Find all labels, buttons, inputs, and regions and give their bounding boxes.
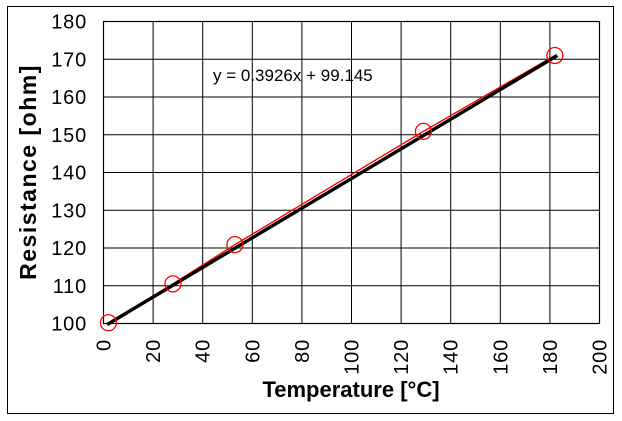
data-point-marker [226, 235, 244, 254]
data-point-marker [414, 122, 433, 141]
trendline [106, 54, 559, 326]
x-tick-label-20: 20 [143, 339, 165, 363]
y-tick-label-180: 180 [51, 12, 87, 34]
y-axis-tick-labels: 100 110 120 130 140 150 160 170 180 [51, 12, 87, 336]
data-point-marker [99, 314, 118, 332]
y-tick-label-150: 150 [51, 125, 87, 147]
y-tick-label-100: 100 [51, 314, 87, 336]
y-axis-title: Resistance [ohm] [15, 64, 41, 280]
y-tick-label-130: 130 [51, 200, 87, 222]
y-tick-label-110: 110 [53, 276, 87, 298]
x-tick-label-120: 120 [391, 339, 413, 375]
x-tick-label-0: 0 [94, 339, 116, 351]
x-tick-label-40: 40 [193, 339, 215, 363]
x-tick-label-200: 200 [590, 339, 612, 375]
x-axis-title: Temperature [°C] [262, 377, 439, 402]
chart-frame [7, 6, 614, 414]
x-tick-label-100: 100 [342, 339, 364, 375]
x-tick-label-160: 160 [490, 339, 512, 375]
data-point-marker [164, 275, 182, 293]
x-tick-label-140: 140 [441, 339, 463, 375]
gridlines [103, 21, 600, 324]
series-layer [99, 46, 564, 332]
x-tick-label-80: 80 [292, 339, 314, 363]
y-tick-label-140: 140 [51, 163, 87, 185]
plot-border [102, 20, 601, 325]
y-tick-label-160: 160 [51, 87, 87, 109]
data-point-marker [546, 46, 564, 65]
x-tick-label-180: 180 [540, 339, 562, 375]
trendline-equation-label: y = 0.3926x + 99.145 [213, 66, 373, 85]
y-tick-label-170: 170 [51, 49, 87, 71]
x-axis-tick-labels: 0 20 40 60 80 100 120 140 160 180 200 [94, 339, 612, 375]
x-tick-label-60: 60 [242, 339, 264, 363]
y-tick-label-120: 120 [51, 238, 87, 260]
